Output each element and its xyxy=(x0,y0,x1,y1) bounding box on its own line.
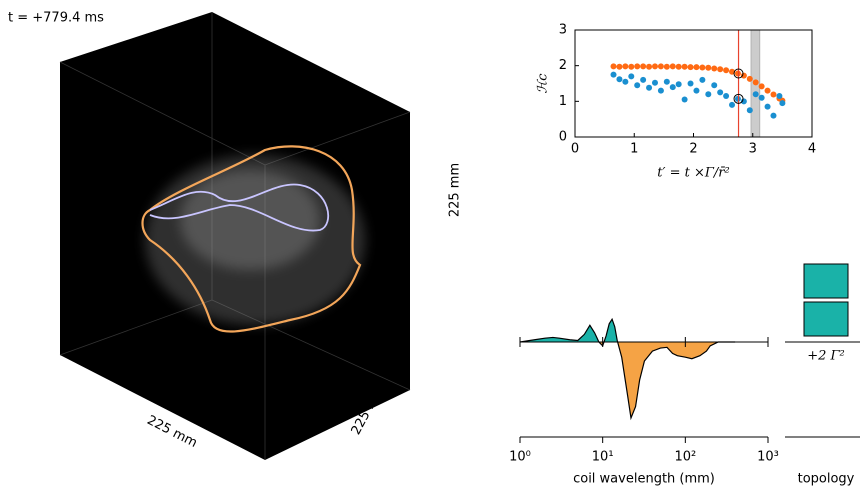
data-point xyxy=(729,101,736,108)
data-point xyxy=(752,79,759,86)
y-tick-label: 1 xyxy=(559,94,567,109)
vortex-core-orange xyxy=(141,145,362,333)
data-point xyxy=(687,64,694,71)
data-point xyxy=(640,76,647,83)
data-point xyxy=(717,66,724,73)
data-point xyxy=(663,78,670,85)
x-tick-label: 10³ xyxy=(757,450,779,465)
data-point xyxy=(723,92,730,99)
y-tick-label: 0 xyxy=(559,130,567,145)
topology-unit xyxy=(803,301,849,337)
data-point xyxy=(675,63,682,70)
cube-render: t = +779.4 ms 225 mm 225 mm 225 mm xyxy=(8,11,463,460)
x-axis-label: coil wavelength (mm) xyxy=(573,472,715,487)
data-point xyxy=(699,76,706,83)
time-label: t = +779.4 ms xyxy=(8,11,104,26)
data-point xyxy=(717,89,724,96)
data-point xyxy=(616,63,623,70)
dimension-label: 225 mm xyxy=(448,163,463,217)
data-point xyxy=(705,64,712,71)
data-point xyxy=(752,91,759,98)
y-tick-label: 3 xyxy=(559,23,567,38)
data-point xyxy=(711,65,718,72)
data-point xyxy=(746,107,753,114)
x-tick-label: 0 xyxy=(571,142,579,157)
category-label: +2 Γ² xyxy=(807,349,845,364)
x-tick-label: 2 xyxy=(689,142,697,157)
data-point xyxy=(693,64,700,71)
data-point xyxy=(669,63,676,70)
data-point xyxy=(634,82,641,89)
data-point xyxy=(628,63,635,70)
data-point xyxy=(657,63,664,70)
data-point xyxy=(687,80,694,87)
vortex-core-white xyxy=(149,183,329,232)
data-point xyxy=(646,63,653,70)
data-point xyxy=(740,98,747,105)
x-tick-label: 10⁰ xyxy=(509,450,531,465)
data-point xyxy=(729,68,736,75)
x-tick-label: 1 xyxy=(630,142,638,157)
data-point xyxy=(628,73,635,80)
data-point xyxy=(693,87,700,94)
data-point xyxy=(764,103,771,110)
data-point xyxy=(663,63,670,70)
x-tick-label: 3 xyxy=(749,142,757,157)
data-point xyxy=(622,63,629,70)
data-point xyxy=(622,78,629,85)
x-tick-label: 4 xyxy=(808,142,816,157)
data-point xyxy=(616,76,623,83)
data-point xyxy=(758,94,765,101)
data-point xyxy=(681,63,688,70)
data-point xyxy=(651,63,658,70)
data-point xyxy=(770,91,777,98)
data-point xyxy=(711,82,718,89)
data-point xyxy=(610,71,617,78)
x-axis-label: t′ = t ×Γ/r̄² xyxy=(657,166,729,181)
data-point xyxy=(764,87,771,94)
data-point xyxy=(634,63,641,70)
data-point xyxy=(746,75,753,82)
area-positive xyxy=(520,319,736,342)
data-point xyxy=(699,64,706,71)
curve xyxy=(519,317,736,421)
y-tick-label: 2 xyxy=(559,58,567,73)
data-point xyxy=(651,79,658,86)
data-point xyxy=(758,83,765,90)
highlight-point xyxy=(733,93,744,104)
x-tick-label: 10¹ xyxy=(592,450,614,465)
data-point xyxy=(740,72,747,79)
data-point xyxy=(646,84,653,91)
data-point xyxy=(610,63,617,70)
data-point xyxy=(770,112,777,119)
topology-unit xyxy=(803,263,849,299)
x-axis-label: topology xyxy=(798,472,855,487)
data-point xyxy=(640,63,647,70)
data-point xyxy=(657,87,664,94)
x-tick-label: 10² xyxy=(674,450,696,465)
data-point xyxy=(723,67,730,74)
data-point xyxy=(779,100,786,107)
data-point xyxy=(669,84,676,91)
area-negative xyxy=(520,342,736,418)
data-point xyxy=(675,81,682,88)
data-point xyxy=(705,91,712,98)
highlight-point xyxy=(733,68,744,79)
data-point xyxy=(681,96,688,103)
y-axis-label: ℋc xyxy=(536,73,551,94)
data-point xyxy=(776,92,783,99)
